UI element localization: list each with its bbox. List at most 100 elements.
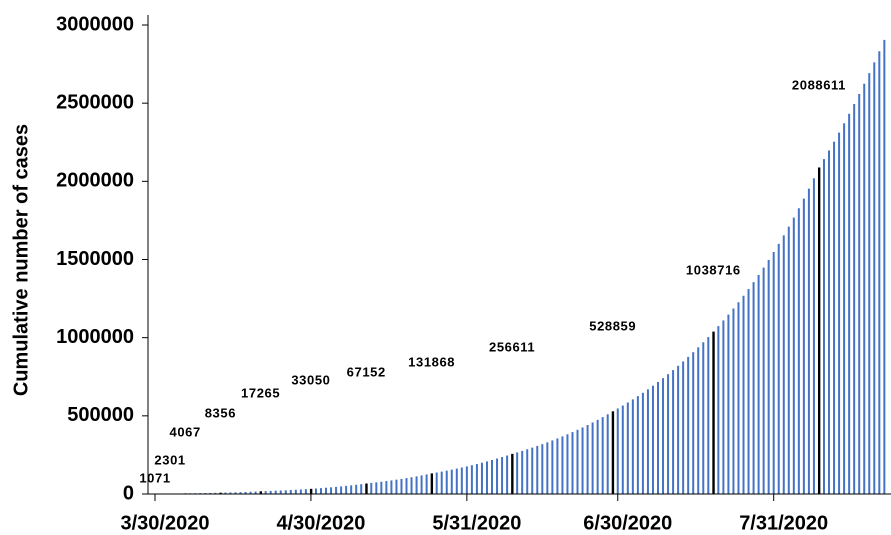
bar [712, 331, 715, 494]
x-tick-label: 5/31/2020 [432, 512, 521, 534]
bar [304, 489, 307, 494]
bar [345, 485, 348, 494]
bar [380, 481, 383, 494]
bar [822, 159, 825, 494]
bar [506, 455, 509, 494]
value-label: 131868 [408, 354, 455, 369]
value-label: 1038716 [686, 262, 741, 277]
value-label: 1071 [139, 470, 170, 485]
x-tick-label: 3/30/2020 [121, 512, 210, 534]
bar [551, 440, 554, 494]
bar [309, 488, 313, 494]
bar [662, 378, 665, 494]
bar [435, 472, 438, 494]
bar [601, 417, 604, 494]
bar [636, 396, 639, 494]
bar [264, 491, 267, 494]
bar [853, 104, 856, 495]
bar [531, 447, 534, 494]
y-tick-label: 1000000 [56, 326, 134, 348]
value-label: 17265 [241, 385, 280, 400]
bar [591, 422, 594, 494]
bar [420, 475, 423, 494]
bar [385, 481, 388, 494]
bar [259, 491, 263, 494]
bar [566, 434, 569, 494]
bar [480, 462, 483, 494]
bar [450, 469, 453, 494]
bar [792, 217, 795, 494]
bar [455, 468, 458, 494]
bar [581, 427, 584, 494]
bar [485, 461, 488, 494]
x-tick-label: 6/30/2020 [583, 512, 672, 534]
bar [440, 471, 443, 494]
value-label: 528859 [589, 318, 636, 333]
bar [314, 488, 317, 494]
bar [274, 490, 277, 494]
bar [757, 274, 760, 494]
bar [631, 399, 634, 494]
bar [858, 93, 861, 495]
x-tick-label: 7/31/2020 [739, 512, 828, 534]
bar [541, 444, 544, 494]
bar [838, 132, 841, 495]
bar [651, 385, 654, 494]
bar [445, 470, 448, 494]
bar [340, 486, 343, 494]
bar [279, 490, 282, 494]
bar [772, 252, 775, 494]
bar [677, 365, 680, 494]
bar [355, 484, 358, 494]
y-tick-label: 0 [123, 482, 134, 504]
bar [817, 167, 821, 495]
bar [843, 123, 846, 494]
bar [883, 39, 886, 494]
bar [415, 476, 418, 494]
bar [365, 483, 368, 494]
bar [667, 374, 670, 494]
bar [370, 482, 373, 494]
bar [737, 302, 740, 494]
bar [777, 243, 780, 494]
bar [576, 429, 579, 494]
bar [546, 442, 549, 494]
bar [571, 432, 574, 494]
bar [501, 457, 504, 494]
bar [219, 492, 222, 494]
bar [244, 491, 247, 494]
bar [596, 419, 599, 494]
bar [294, 489, 297, 494]
bar [828, 150, 831, 494]
bar [848, 113, 851, 494]
bar [732, 308, 735, 494]
bar [707, 337, 710, 494]
bar [430, 473, 434, 494]
bar [687, 356, 690, 494]
bar [465, 466, 468, 494]
bar [692, 352, 695, 494]
bar [335, 486, 338, 494]
bar [626, 402, 629, 494]
bar [229, 492, 232, 494]
bar [475, 464, 478, 494]
bar [742, 295, 745, 494]
bar [360, 484, 363, 494]
value-label: 33050 [291, 372, 330, 387]
bar [556, 438, 559, 494]
y-tick-label: 3000000 [56, 13, 134, 35]
y-tick-label: 2500000 [56, 91, 134, 113]
bar [812, 178, 815, 494]
bar [782, 235, 785, 495]
bar [511, 453, 514, 494]
bar [405, 478, 408, 494]
bar [797, 208, 800, 494]
bar [561, 436, 564, 494]
bar [616, 408, 619, 494]
bar [747, 289, 750, 494]
bar [586, 425, 589, 494]
bar [606, 414, 609, 494]
bar [702, 342, 705, 494]
bar [526, 449, 529, 494]
y-tick-label: 500000 [67, 404, 134, 426]
